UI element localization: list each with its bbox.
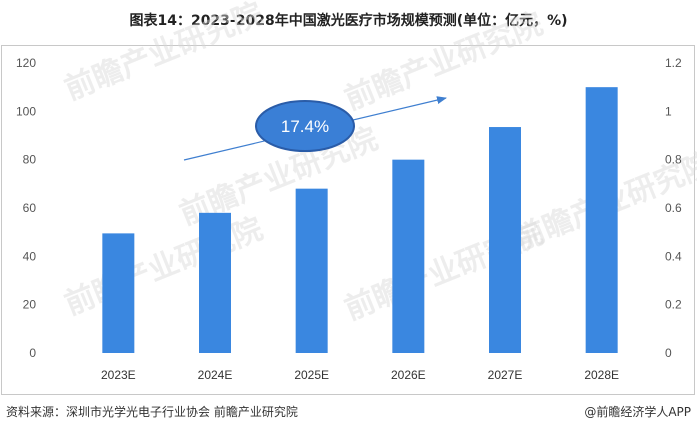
bar-series <box>102 87 618 354</box>
y-tick-label: 40 <box>23 249 37 263</box>
x-tick-label: 2028E <box>584 368 619 382</box>
watermark-text: 前瞻产业研究院 <box>60 0 268 107</box>
x-tick-label: 2024E <box>198 368 233 382</box>
y-tick-label: 120 <box>16 56 36 70</box>
y-tick-label: 80 <box>23 153 37 167</box>
brand-label: @前瞻经济学人APP <box>584 405 691 419</box>
cagr-label: 17.4% <box>281 117 329 136</box>
source-note: 资料来源：深圳市光学光电子行业协会 前瞻产业研究院 <box>6 405 298 419</box>
chart-title: 图表14：2023-2028年中国激光医疗市场规模预测(单位：亿元，%) <box>129 13 568 29</box>
bar <box>392 159 425 353</box>
watermark-text: 前瞻产业研究院 <box>340 6 548 117</box>
y-tick-label: 20 <box>23 298 37 312</box>
x-tick-label: 2023E <box>101 368 136 382</box>
x-tick-label: 2027E <box>488 368 523 382</box>
y2-tick-label: 0.4 <box>665 249 682 263</box>
y2-tick-label: 0.6 <box>665 201 682 215</box>
watermark-text: 前瞻产业研究院 <box>60 211 268 322</box>
bar <box>585 87 618 354</box>
bar <box>489 127 521 354</box>
y-axis-left: 0 20 40 60 80 100 120 <box>16 56 36 360</box>
bar <box>102 233 135 353</box>
chart-frame <box>1 45 695 395</box>
y2-tick-label: 1 <box>665 104 672 118</box>
y-tick-label: 100 <box>16 104 36 118</box>
y2-tick-label: 1.2 <box>665 56 682 70</box>
x-tick-label: 2025E <box>294 368 329 382</box>
y-tick-label: 60 <box>23 201 37 215</box>
y-tick-label: 0 <box>29 346 36 360</box>
y2-tick-label: 0.2 <box>665 298 682 312</box>
x-tick-label: 2026E <box>391 368 426 382</box>
cagr-ellipse <box>255 100 355 152</box>
y2-tick-label: 0 <box>665 346 672 360</box>
x-axis: 2023E 2024E 2025E 2026E 2027E 2028E <box>101 368 619 382</box>
y-axis-right: 0 0.2 0.4 0.6 0.8 1 1.2 <box>665 56 682 360</box>
bar <box>295 188 328 353</box>
y2-tick-label: 0.8 <box>665 153 682 167</box>
bar <box>199 212 231 353</box>
